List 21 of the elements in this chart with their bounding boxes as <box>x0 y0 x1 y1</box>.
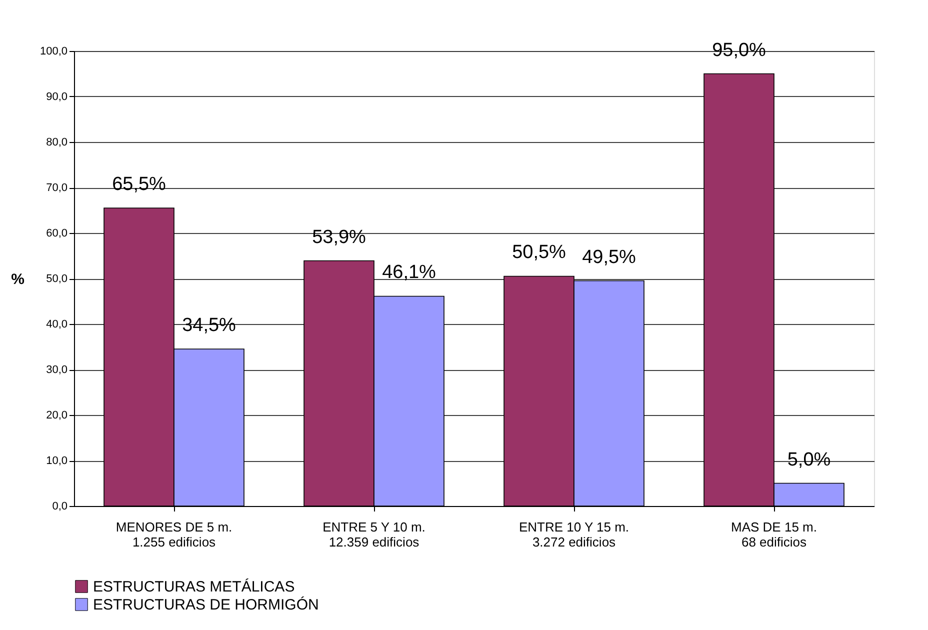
x-tick-label: MAS DE 15 m. 68 edificios <box>731 520 817 550</box>
x-tick-label: MENORES DE 5 m. 1.255 edificios <box>116 520 232 550</box>
y-axis-title: % <box>11 271 24 288</box>
y-tick-label: 30,0 <box>46 364 68 376</box>
y-tick-label: 100,0 <box>40 46 68 58</box>
y-tick-label: 90,0 <box>46 91 68 103</box>
y-tick-label: 40,0 <box>46 318 68 330</box>
data-label: 46,1% <box>382 262 436 284</box>
y-tick-label: 60,0 <box>46 228 68 240</box>
y-tick-label: 80,0 <box>46 136 68 148</box>
y-tick-label: 10,0 <box>46 455 68 467</box>
y-tick-label: 20,0 <box>46 410 68 422</box>
y-tick-label: 0,0 <box>52 500 68 512</box>
y-tick-label: 70,0 <box>46 182 68 194</box>
legend-label: ESTRUCTURAS METÁLICAS <box>93 578 295 596</box>
y-tick-label: 50,0 <box>46 273 68 285</box>
legend-label: ESTRUCTURAS DE HORMIGÓN <box>93 596 319 614</box>
data-label: 49,5% <box>582 246 636 268</box>
x-tick-label: ENTRE 5 Y 10 m. 12.359 edificios <box>322 520 426 550</box>
data-label: 50,5% <box>512 242 566 264</box>
x-tick-label: ENTRE 10 Y 15 m. 3.272 edificios <box>518 520 630 550</box>
